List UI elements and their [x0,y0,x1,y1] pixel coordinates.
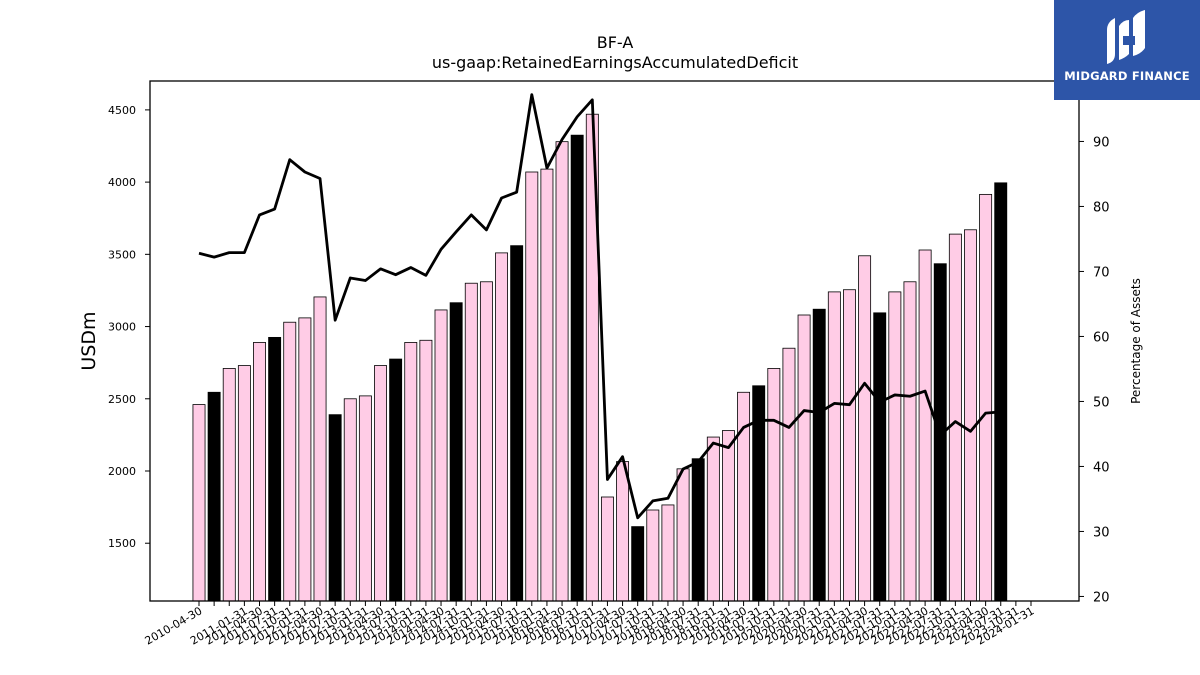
bar [918,249,932,602]
y-tick-label: 4000 [108,176,136,189]
bar [192,404,206,602]
bar [555,141,569,602]
midgard-finance-logo: MIDGARD FINANCE [1054,0,1200,100]
bar [873,312,887,602]
logo-text: MIDGARD FINANCE [1064,69,1190,83]
bar [253,342,266,602]
bar [600,496,614,602]
y-tick-label: 4500 [108,104,136,117]
bar [812,308,826,602]
bar [797,314,811,602]
bar [676,468,690,602]
bar [358,395,372,602]
bar [752,385,766,602]
bar [616,461,630,602]
bar [479,281,493,602]
bar [994,182,1008,602]
bar [827,291,841,602]
bar-series [192,113,1008,602]
bar [525,171,539,602]
bar [449,302,463,602]
y2-tick-label: 50 [1093,395,1110,410]
chart-subtitle: us-gaap:RetainedEarningsAccumulatedDefic… [432,53,798,72]
bar [843,289,856,602]
bar [283,321,297,602]
y2-tick-label: 90 [1093,135,1110,150]
y-tick-label: 2500 [108,393,136,406]
bar [313,296,327,602]
bar [722,430,735,602]
bar [268,336,282,602]
bar [948,233,962,602]
bar [419,339,433,602]
bar [737,391,751,602]
bar [298,317,312,602]
y-tick-label: 3000 [108,321,136,334]
y2-tick-label: 20 [1093,590,1110,605]
bar [222,368,236,602]
y2-axis-ticks: 20 30 40 50 60 70 80 90 [1079,135,1110,605]
y2-tick-label: 60 [1093,330,1110,345]
bar [767,368,781,602]
bar [903,281,917,602]
y2-tick-label: 40 [1093,460,1110,475]
percentage-line-series [198,93,1001,520]
bar [570,134,584,602]
bar [782,347,796,602]
y2-tick-label: 80 [1093,200,1110,215]
plot-frame [149,80,1080,602]
bar [389,358,403,602]
bar [631,526,645,602]
bar [207,391,221,602]
y-tick-label: 2000 [108,465,136,478]
bar [495,252,508,602]
bar [343,398,357,602]
x-axis-ticks: 2010-04-302011-01-312011-04-302011-07-31… [143,601,1037,648]
bar [979,193,993,602]
bar [237,365,251,602]
bar [540,168,554,602]
y2-tick-label: 70 [1093,265,1110,280]
y2-axis-label: Percentage of Assets [1129,278,1143,404]
bar [374,365,387,602]
bar [691,458,705,602]
midgard-logo-icon [1107,10,1145,64]
y2-tick-label: 30 [1093,525,1110,540]
bar [434,309,448,602]
bar [858,255,872,602]
bar [464,282,478,602]
bar [646,509,660,602]
percentage-line [198,93,1001,520]
bar [888,291,902,602]
bar [706,436,720,602]
y-tick-label: 1500 [108,537,136,550]
chart-title: BF-A [597,33,634,52]
bar [661,504,675,602]
y-axis-ticks: 1500 2000 2500 3000 3500 4000 4500 [108,104,150,550]
bar [404,342,418,602]
bar [510,245,524,602]
bar [328,414,342,602]
y-tick-label: 3500 [108,248,136,261]
y-axis-label: USDm [78,311,100,370]
bar [964,229,977,602]
